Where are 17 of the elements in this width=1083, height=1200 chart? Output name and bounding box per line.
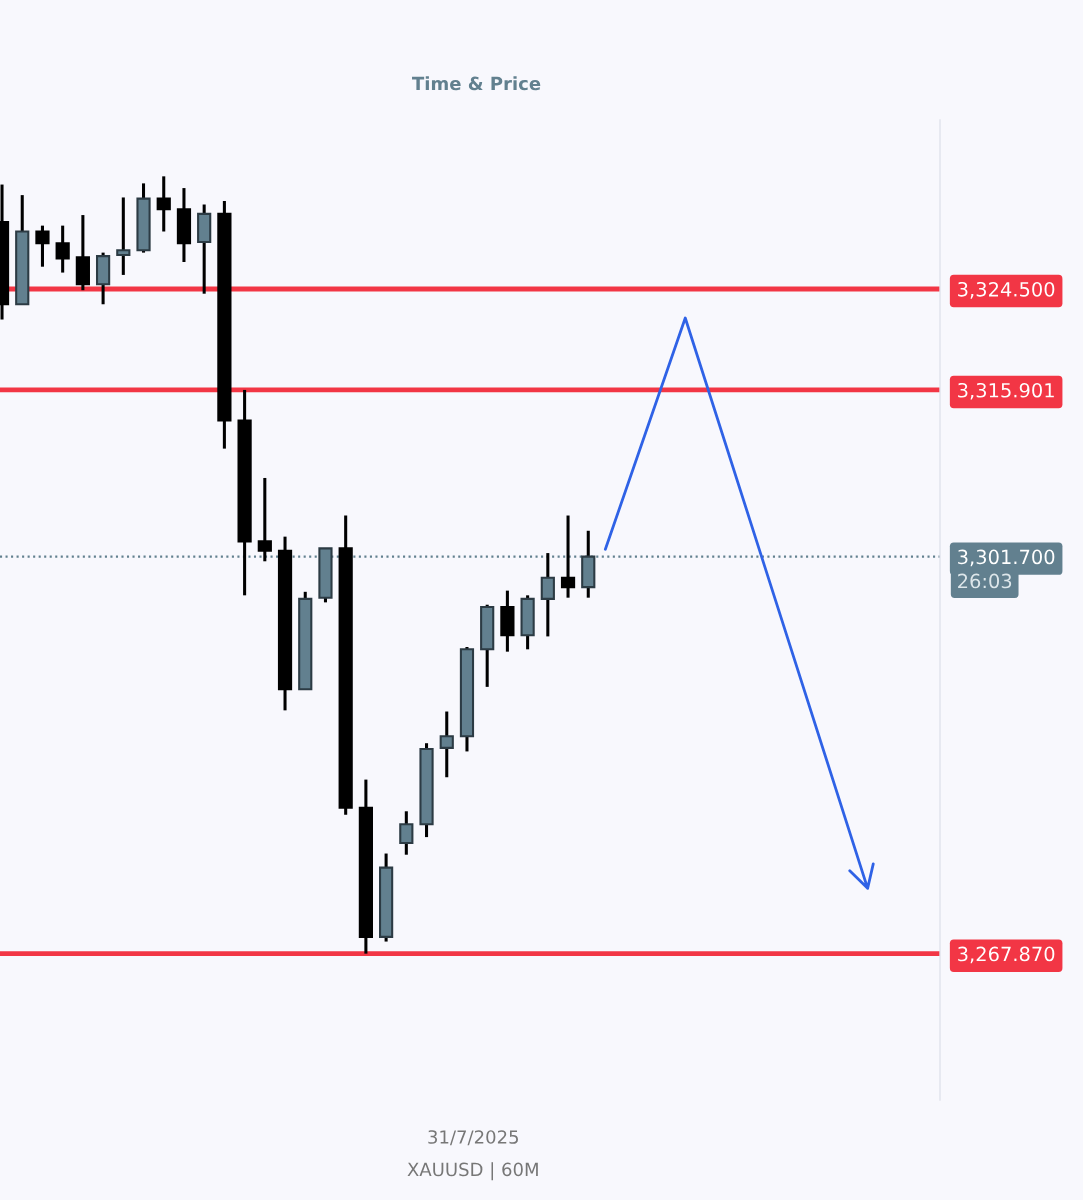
candlestick (439, 711, 454, 778)
text: 26:03 (958, 573, 1012, 589)
candlestick (257, 476, 272, 562)
y-tick-label: 3,315.901 (958, 382, 1054, 400)
candlestick (399, 811, 414, 855)
candlestick (55, 225, 70, 273)
y-tick-label: 3,324.500 (958, 281, 1055, 299)
text: XAUUSD | 60M (407, 1162, 538, 1181)
candlestick (156, 176, 171, 232)
candlestick (35, 225, 50, 267)
y-tick-label: 3,301.700 (958, 549, 1055, 567)
candlestick (116, 197, 131, 275)
text: 31/7/2025 (428, 1130, 518, 1146)
candlestick (540, 553, 555, 637)
candlestick (560, 515, 576, 598)
y-tick-label: 3,267.870 (958, 946, 1055, 964)
chart-subtitle: Time & Price (412, 76, 541, 91)
